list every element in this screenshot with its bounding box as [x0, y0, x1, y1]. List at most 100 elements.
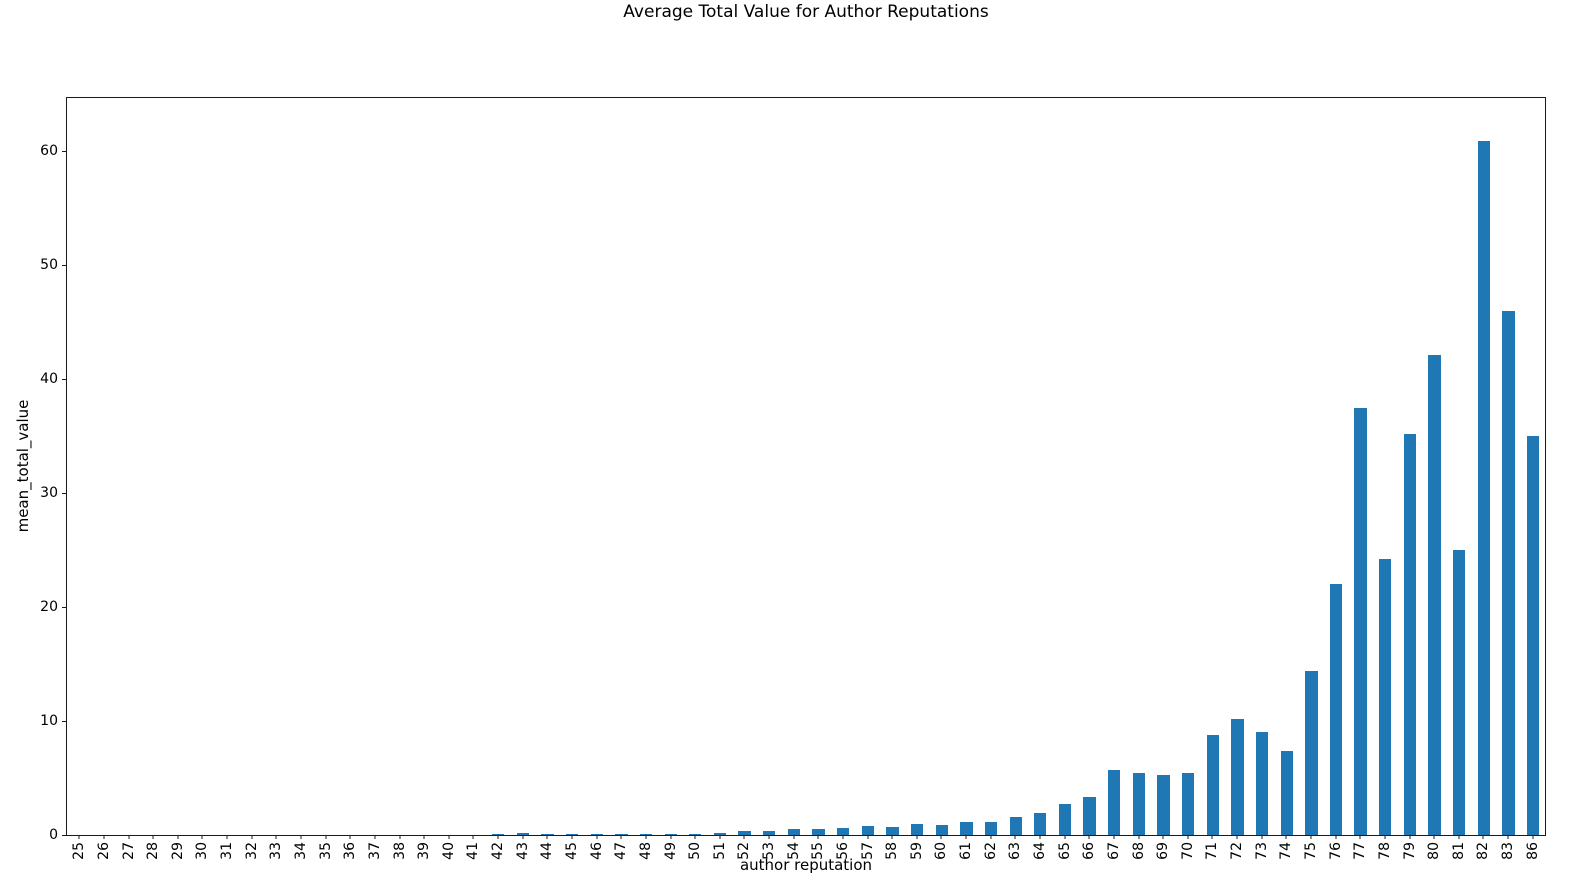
y-tick-label-60: 60	[40, 143, 58, 159]
bar-45	[565, 833, 579, 835]
bar-slot-31	[215, 98, 240, 835]
chart-title: Average Total Value for Author Reputatio…	[623, 2, 989, 22]
bar-slot-51	[708, 98, 733, 835]
x-tick-mark-49	[670, 835, 672, 839]
x-tick-mark-63	[1014, 835, 1016, 839]
bar-75	[1305, 670, 1318, 835]
x-tick-mark-83	[1507, 835, 1509, 839]
bar-slot-79	[1398, 98, 1423, 835]
bar-52	[738, 830, 751, 835]
x-tick-mark-68	[1138, 835, 1140, 839]
bar-68	[1132, 773, 1146, 835]
x-tick-mark-71	[1211, 835, 1213, 839]
bar-slot-60	[929, 98, 954, 835]
x-tick-mark-39	[423, 835, 425, 839]
bar-slot-28	[141, 98, 166, 835]
bar-slot-54	[782, 98, 807, 835]
x-tick-mark-62	[990, 835, 992, 839]
bar-slot-50	[683, 98, 708, 835]
bar-72	[1231, 718, 1244, 835]
x-tick-mark-47	[620, 835, 622, 839]
x-tick-mark-33	[275, 835, 277, 839]
x-tick-mark-60	[940, 835, 942, 839]
bar-slot-64	[1028, 98, 1053, 835]
x-tick-mark-66	[1088, 835, 1090, 839]
x-tick-mark-55	[817, 835, 819, 839]
bar-62	[984, 822, 998, 835]
bar-slot-66	[1077, 98, 1102, 835]
bar-slot-59	[905, 98, 930, 835]
bar-slot-62	[979, 98, 1004, 835]
bar-slot-63	[1003, 98, 1028, 835]
bar-slot-46	[584, 98, 609, 835]
bar-55	[812, 829, 825, 835]
x-tick-mark-67	[1113, 835, 1115, 839]
bar-slot-75	[1299, 98, 1324, 835]
bar-slot-69	[1151, 98, 1176, 835]
bar-71	[1206, 735, 1219, 835]
bar-slot-55	[806, 98, 831, 835]
bar-slot-74	[1274, 98, 1299, 835]
x-tick-mark-76	[1335, 835, 1337, 839]
x-tick-mark-86	[1532, 835, 1534, 839]
bar-43	[516, 832, 529, 835]
bar-63	[1009, 816, 1022, 835]
y-tick-mark-0	[62, 834, 66, 836]
bar-slot-83	[1496, 98, 1521, 835]
bar-slot-27	[116, 98, 141, 835]
bar-slot-56	[831, 98, 856, 835]
bar-73	[1255, 732, 1269, 835]
bar-slot-40	[437, 98, 462, 835]
bar-slot-37	[363, 98, 388, 835]
bar-slot-73	[1250, 98, 1275, 835]
x-tick-mark-32	[251, 835, 253, 839]
bar-slot-57	[856, 98, 881, 835]
y-tick-mark-60	[62, 150, 66, 152]
bar-slot-80	[1422, 98, 1447, 835]
x-tick-mark-61	[965, 835, 967, 839]
y-tick-mark-20	[62, 606, 66, 608]
x-tick-mark-75	[1310, 835, 1312, 839]
x-tick-mark-29	[177, 835, 179, 839]
x-tick-mark-35	[325, 835, 327, 839]
bar-70	[1181, 772, 1195, 835]
x-tick-mark-42	[497, 835, 499, 839]
bar-slot-35	[313, 98, 338, 835]
x-tick-mark-81	[1458, 835, 1460, 839]
bar-slot-68	[1127, 98, 1152, 835]
x-tick-mark-45	[571, 835, 573, 839]
plot-area: 0 10 20 30 40 50 60 25 26 27 28 29 30 31 32 33 34 35 36 37…	[40, 97, 1546, 860]
x-tick-mark-28	[152, 835, 154, 839]
bar-slot-72	[1225, 98, 1250, 835]
bar-69	[1157, 775, 1170, 835]
bar-86	[1526, 436, 1540, 835]
bar-48	[639, 833, 653, 835]
bar-slot-39	[412, 98, 437, 835]
x-tick-mark-80	[1433, 835, 1435, 839]
x-tick-mark-74	[1285, 835, 1287, 839]
bar-slot-34	[289, 98, 314, 835]
bar-slot-30	[190, 98, 215, 835]
bar-44	[541, 833, 554, 835]
bar-slot-53	[757, 98, 782, 835]
y-tick-label-50: 50	[40, 257, 58, 273]
x-tick-mark-69	[1162, 835, 1164, 839]
bar-slot-32	[239, 98, 264, 835]
x-tick-mark-77	[1359, 835, 1361, 839]
bar-83	[1502, 310, 1515, 835]
x-tick-mark-25	[78, 835, 80, 839]
bar-slot-48	[634, 98, 659, 835]
bar-slot-77	[1348, 98, 1373, 835]
bar-slot-81	[1447, 98, 1472, 835]
bar-slot-58	[880, 98, 905, 835]
x-tick-mark-65	[1064, 835, 1066, 839]
bar-59	[910, 823, 924, 835]
bar-66	[1083, 797, 1096, 835]
x-tick-mark-57	[867, 835, 869, 839]
bar-slot-44	[535, 98, 560, 835]
x-tick-mark-38	[399, 835, 401, 839]
x-tick-mark-82	[1482, 835, 1484, 839]
x-tick-mark-79	[1409, 835, 1411, 839]
bar-slot-52	[732, 98, 757, 835]
